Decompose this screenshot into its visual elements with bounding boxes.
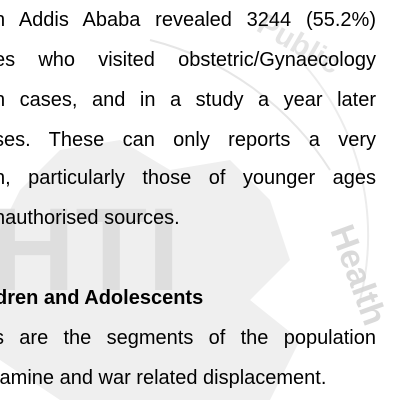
paragraph-line: s are the segments of the population: [0, 327, 376, 349]
watermark-letters: HTI: [0, 184, 180, 316]
paragraph-line: nauthorised sources.: [0, 207, 180, 229]
paragraph-line: ses. These can only reports a very: [0, 129, 376, 151]
paragraph-line: es who visited obstetric/Gynaecology: [0, 49, 376, 71]
section-heading: dren and Adolescents: [0, 287, 204, 309]
svg-text:Health: Health: [322, 220, 393, 331]
paragraph-line: n Addis Ababa revealed 3244 (55.2%): [0, 9, 376, 31]
paragraph-line: n, particularly those of younger ages: [0, 167, 376, 189]
paragraph-line: n cases, and in a study a year later: [0, 89, 376, 111]
paragraph-line: famine and war related displacement.: [0, 367, 327, 389]
